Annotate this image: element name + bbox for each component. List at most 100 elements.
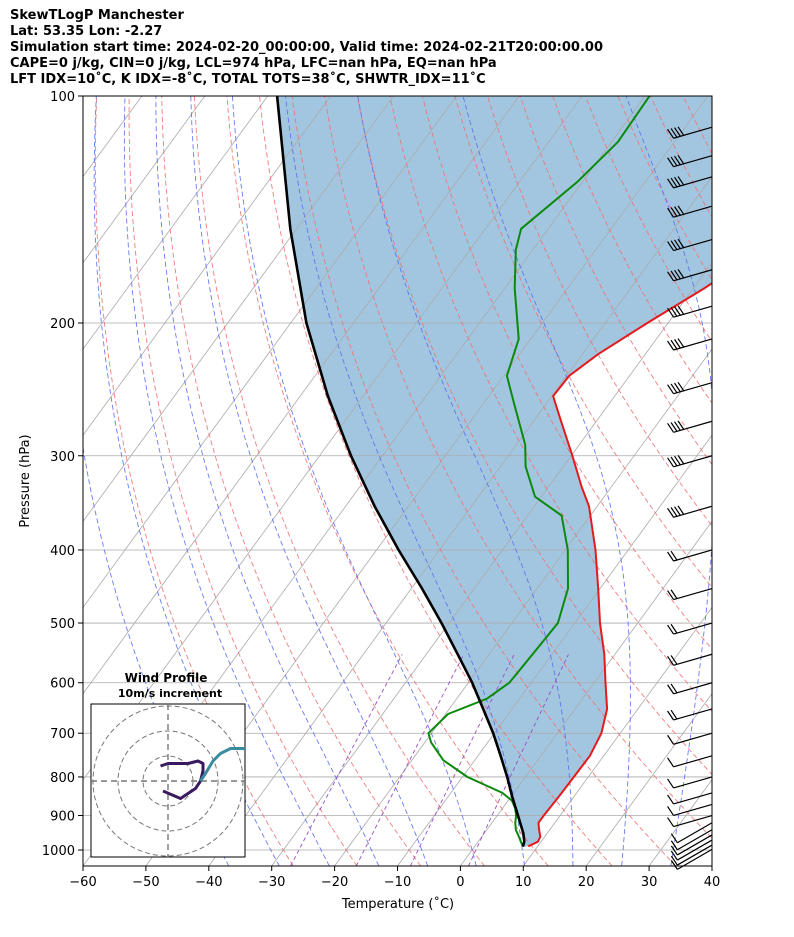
- barb-flag: [677, 205, 685, 216]
- barb-flag: [670, 850, 678, 861]
- wind-barb: [667, 622, 713, 635]
- temperature-line: [527, 281, 712, 848]
- barb-staff: [673, 549, 713, 562]
- barb-flag: [667, 624, 675, 635]
- barb-flag: [674, 176, 682, 187]
- moist-adiabat: [720, 96, 794, 866]
- barb-flag: [674, 455, 682, 466]
- barb-flag: [670, 683, 678, 694]
- wind-barb: [667, 814, 713, 828]
- isotherm-line: [397, 434, 712, 866]
- barb-flag: [667, 457, 675, 468]
- wind-barb: [667, 420, 713, 433]
- barb-flag: [674, 239, 682, 250]
- barb-flag: [674, 155, 682, 166]
- barb-flag: [670, 207, 678, 217]
- dry-adiabat: [193, 96, 485, 866]
- moist-adiabat: [123, 96, 330, 866]
- isotherm-line: [334, 348, 712, 866]
- barb-flag: [667, 806, 675, 816]
- barb-flag: [670, 860, 678, 870]
- wind-barb: [667, 381, 713, 395]
- barb-staff: [677, 834, 713, 856]
- y-tick-label: 400: [50, 544, 75, 559]
- y-tick-label: 500: [50, 617, 75, 632]
- barb-flag: [670, 550, 678, 561]
- y-tick-label: 800: [50, 771, 75, 786]
- dry-adiabat: [716, 96, 794, 866]
- barb-flag: [667, 340, 675, 351]
- x-tick-label: −60: [69, 875, 96, 890]
- wind-barb: [667, 755, 713, 768]
- barb-staff: [677, 844, 713, 866]
- index-info: LFT IDX=10˚C, K IDX=-8˚C, TOTAL TOTS=38˚…: [10, 72, 486, 87]
- mixing-ratio-line: [355, 654, 465, 866]
- dry-adiabat: [259, 96, 613, 866]
- barb-staff: [673, 653, 713, 666]
- wind-barb: [670, 822, 713, 844]
- hodograph-trace-upper: [199, 747, 245, 782]
- y-tick-label: 100: [50, 90, 75, 105]
- wind-barb: [667, 238, 713, 252]
- wind-barb: [670, 839, 713, 861]
- wind-barb: [667, 776, 713, 789]
- hodograph-trace-lower: [160, 759, 205, 800]
- barb-flag: [677, 455, 685, 465]
- barb-flag: [670, 833, 678, 844]
- mixing-ratio-line: [290, 654, 403, 866]
- wind-barb: [670, 834, 713, 856]
- isotherm-line: [460, 520, 712, 866]
- barb-staff: [677, 829, 713, 851]
- axis-ticks: −60 −50 −40 −30 −20 −10 0 10 20 30 40 100 200 300 400 5…: [42, 90, 720, 890]
- barb-flag: [677, 381, 685, 392]
- barb-flag: [674, 506, 682, 516]
- time-info: Simulation start time: 2024-02-20_00:00:…: [10, 40, 603, 55]
- barb-staff: [673, 682, 713, 695]
- barb-flag: [667, 384, 675, 395]
- parcel-line: [275, 96, 526, 848]
- wind-barb: [667, 126, 713, 139]
- isotherm-line: [585, 692, 712, 866]
- x-tick-label: 40: [704, 875, 721, 890]
- barb-flag: [667, 655, 675, 666]
- barb-flag: [674, 339, 682, 349]
- isotherm-line: [83, 96, 520, 695]
- barb-flag: [670, 456, 678, 467]
- dry-adiabat: [291, 96, 677, 866]
- moist-adiabat: [462, 96, 631, 866]
- barb-flag: [677, 238, 685, 249]
- barb-flag: [667, 794, 675, 805]
- barb-flag: [670, 507, 678, 517]
- barb-staff: [673, 755, 713, 768]
- barb-flag: [674, 306, 682, 316]
- y-tick-label: 700: [50, 727, 75, 742]
- barb-staff: [673, 814, 713, 828]
- wind-barb: [667, 708, 713, 721]
- barb-flag: [667, 507, 675, 518]
- barb-staff: [673, 587, 713, 601]
- dry-adiabat: [487, 96, 712, 527]
- wind-barb: [667, 205, 713, 218]
- dry-adiabat: [781, 96, 794, 866]
- background-guides: [0, 96, 794, 866]
- barb-flag: [667, 207, 675, 218]
- barb-flag: [670, 270, 678, 281]
- x-tick-label: 0: [456, 875, 464, 890]
- barb-flag: [667, 271, 675, 282]
- dry-adiabat: [389, 96, 712, 713]
- isotherm-line: [0, 96, 79, 866]
- hodograph-inset: Wind Profile 10m/s increment: [90, 671, 246, 858]
- barb-flag: [670, 240, 678, 251]
- wind-barb: [667, 587, 713, 601]
- barb-flag: [667, 422, 675, 433]
- barb-flag: [670, 623, 678, 634]
- x-axis-label: Temperature (˚C): [341, 896, 454, 912]
- wind-barb: [667, 732, 713, 745]
- x-tick-label: −30: [258, 875, 285, 890]
- barb-flag: [677, 338, 685, 348]
- mixing-ratio-line: [409, 654, 515, 866]
- barb-flag: [677, 305, 685, 316]
- barb-staff: [673, 803, 713, 817]
- barb-staff: [673, 792, 713, 805]
- wind-barb: [667, 305, 713, 318]
